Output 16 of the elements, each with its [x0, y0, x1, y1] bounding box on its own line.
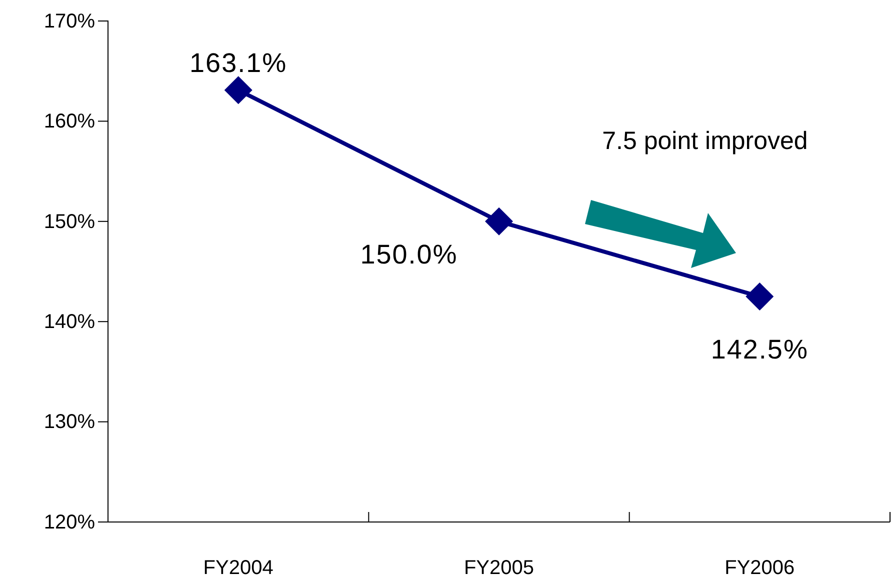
- y-tick-label: 150%: [44, 210, 96, 233]
- x-tick-label: FY2005: [464, 557, 534, 579]
- point: [224, 76, 252, 104]
- point: [485, 207, 513, 236]
- data-label: 142.5%: [710, 334, 808, 365]
- data-label: 163.1%: [190, 48, 288, 78]
- annotation: 7.5 point improved: [602, 127, 808, 155]
- point: [746, 282, 774, 311]
- y-tick-label: 160%: [44, 110, 96, 133]
- x-tick-label: FY2006: [724, 557, 795, 579]
- x-tick-label: FY2004: [203, 557, 274, 579]
- data-label: 150.0%: [360, 239, 458, 270]
- y-tick-label: 120%: [44, 511, 96, 534]
- y-tick-label: 140%: [44, 311, 96, 333]
- y-tick-label: 170%: [44, 10, 96, 32]
- y-tick-label: 130%: [44, 411, 96, 434]
